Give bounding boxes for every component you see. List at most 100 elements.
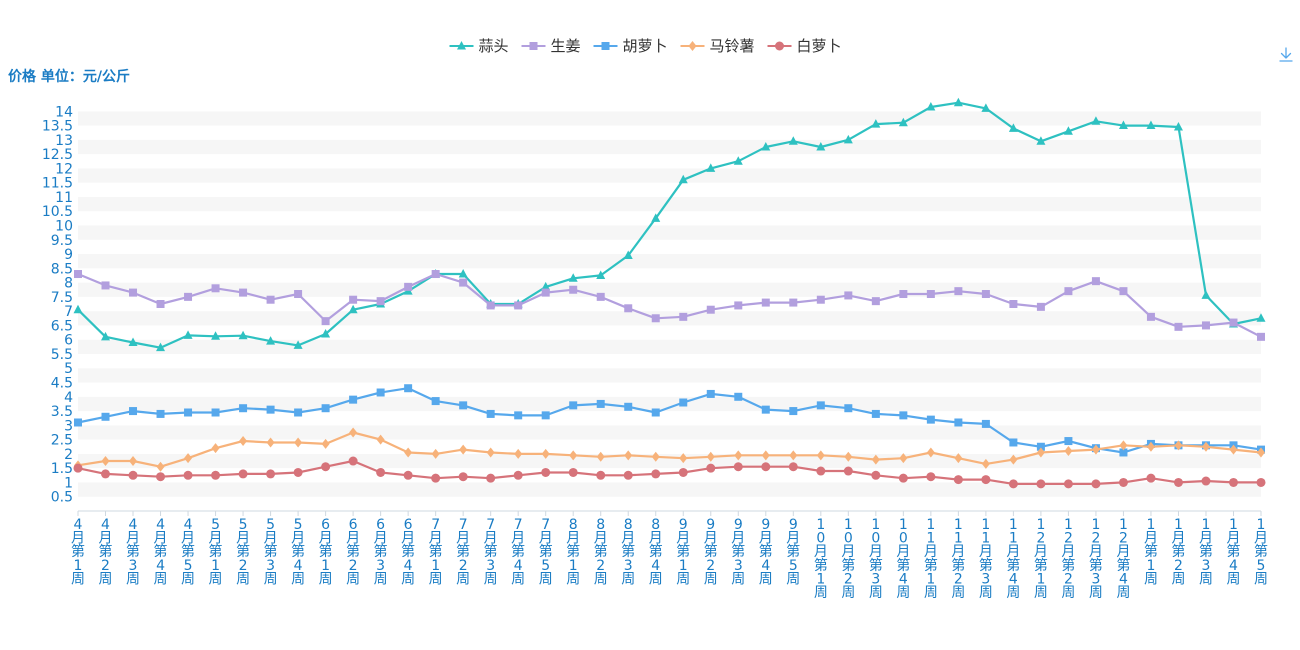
data-point[interactable] bbox=[293, 340, 303, 349]
data-point[interactable] bbox=[733, 462, 743, 472]
data-point[interactable] bbox=[568, 273, 578, 282]
data-point[interactable] bbox=[624, 402, 633, 411]
data-point[interactable] bbox=[73, 304, 83, 314]
data-point[interactable] bbox=[954, 453, 963, 464]
data-point[interactable] bbox=[431, 473, 441, 483]
data-point[interactable] bbox=[761, 298, 770, 307]
data-point[interactable] bbox=[74, 418, 82, 427]
data-point[interactable] bbox=[981, 103, 991, 112]
data-point[interactable] bbox=[294, 290, 303, 299]
data-point[interactable] bbox=[266, 405, 275, 414]
data-point[interactable] bbox=[239, 288, 248, 297]
data-point[interactable] bbox=[1174, 322, 1183, 331]
data-point[interactable] bbox=[981, 475, 991, 485]
data-point[interactable] bbox=[266, 437, 275, 448]
data-point[interactable] bbox=[761, 141, 771, 151]
data-point[interactable] bbox=[816, 141, 826, 151]
data-point[interactable] bbox=[1036, 447, 1045, 458]
data-point[interactable] bbox=[651, 314, 660, 323]
data-point[interactable] bbox=[568, 467, 578, 477]
data-point[interactable] bbox=[679, 398, 688, 407]
data-point[interactable] bbox=[899, 411, 908, 420]
data-point[interactable] bbox=[1201, 441, 1210, 452]
data-point[interactable] bbox=[569, 401, 578, 410]
data-point[interactable] bbox=[294, 437, 303, 448]
data-point[interactable] bbox=[459, 278, 468, 287]
data-point[interactable] bbox=[733, 156, 743, 165]
data-point[interactable] bbox=[403, 470, 413, 480]
data-point[interactable] bbox=[101, 412, 110, 421]
data-point[interactable] bbox=[1036, 479, 1046, 489]
download-icon[interactable] bbox=[1279, 47, 1293, 62]
data-point[interactable] bbox=[184, 453, 193, 464]
data-point[interactable] bbox=[926, 472, 936, 482]
data-point[interactable] bbox=[238, 469, 248, 479]
data-point[interactable] bbox=[541, 288, 550, 297]
data-point[interactable] bbox=[1257, 447, 1265, 458]
data-point[interactable] bbox=[1036, 136, 1046, 145]
data-point[interactable] bbox=[761, 462, 771, 472]
data-point[interactable] bbox=[514, 411, 523, 420]
data-point[interactable] bbox=[1036, 302, 1045, 311]
data-point[interactable] bbox=[74, 270, 82, 279]
data-point[interactable] bbox=[1009, 454, 1018, 465]
data-point[interactable] bbox=[789, 298, 798, 307]
data-point[interactable] bbox=[376, 434, 385, 445]
data-point[interactable] bbox=[183, 470, 193, 480]
data-point[interactable] bbox=[816, 401, 825, 410]
data-point[interactable] bbox=[183, 330, 193, 339]
data-point[interactable] bbox=[1173, 121, 1183, 131]
data-point[interactable] bbox=[624, 450, 633, 461]
data-point[interactable] bbox=[321, 462, 331, 472]
data-point[interactable] bbox=[1009, 300, 1018, 308]
data-point[interactable] bbox=[486, 409, 495, 418]
data-point[interactable] bbox=[816, 450, 825, 461]
data-point[interactable] bbox=[1146, 120, 1156, 130]
data-point[interactable] bbox=[376, 388, 385, 397]
data-point[interactable] bbox=[596, 270, 606, 279]
data-point[interactable] bbox=[1009, 438, 1018, 447]
data-point[interactable] bbox=[239, 436, 248, 447]
legend[interactable]: 蒜头 生姜 胡萝卜 马铃薯 白萝卜 bbox=[449, 37, 842, 55]
data-point[interactable] bbox=[788, 136, 798, 145]
data-point[interactable] bbox=[926, 101, 936, 111]
data-point[interactable] bbox=[596, 470, 606, 480]
data-point[interactable] bbox=[1118, 477, 1128, 487]
series-line[interactable] bbox=[77, 387, 1262, 454]
data-point[interactable] bbox=[129, 407, 138, 416]
data-point[interactable] bbox=[486, 473, 496, 483]
data-point[interactable] bbox=[541, 448, 550, 459]
data-point[interactable] bbox=[953, 475, 963, 485]
data-point[interactable] bbox=[1257, 332, 1265, 341]
data-point[interactable] bbox=[1256, 313, 1266, 322]
data-point[interactable] bbox=[184, 292, 193, 301]
data-point[interactable] bbox=[1091, 277, 1100, 286]
data-point[interactable] bbox=[706, 389, 715, 398]
data-point[interactable] bbox=[1091, 444, 1100, 455]
legend-item-生姜[interactable]: 生姜 bbox=[521, 37, 581, 55]
data-point[interactable] bbox=[266, 469, 276, 479]
data-point[interactable] bbox=[954, 287, 963, 296]
data-point[interactable] bbox=[871, 409, 880, 418]
legend-item-蒜头[interactable]: 蒜头 bbox=[449, 37, 509, 55]
data-point[interactable] bbox=[761, 450, 770, 461]
data-point[interactable] bbox=[541, 411, 550, 420]
data-point[interactable] bbox=[679, 312, 688, 321]
data-point[interactable] bbox=[321, 328, 331, 338]
data-point[interactable] bbox=[678, 174, 688, 184]
data-point[interactable] bbox=[349, 395, 358, 404]
data-point[interactable] bbox=[1173, 477, 1183, 487]
data-point[interactable] bbox=[926, 447, 935, 458]
data-point[interactable] bbox=[706, 463, 716, 473]
data-point[interactable] bbox=[624, 304, 633, 313]
data-point[interactable] bbox=[128, 337, 138, 347]
data-point[interactable] bbox=[734, 392, 743, 401]
data-point[interactable] bbox=[349, 427, 358, 438]
data-point[interactable] bbox=[404, 447, 413, 458]
data-point[interactable] bbox=[294, 408, 303, 417]
data-point[interactable] bbox=[349, 295, 358, 304]
data-point[interactable] bbox=[321, 404, 330, 413]
data-point[interactable] bbox=[734, 450, 743, 461]
data-point[interactable] bbox=[486, 447, 495, 458]
data-point[interactable] bbox=[844, 451, 853, 462]
